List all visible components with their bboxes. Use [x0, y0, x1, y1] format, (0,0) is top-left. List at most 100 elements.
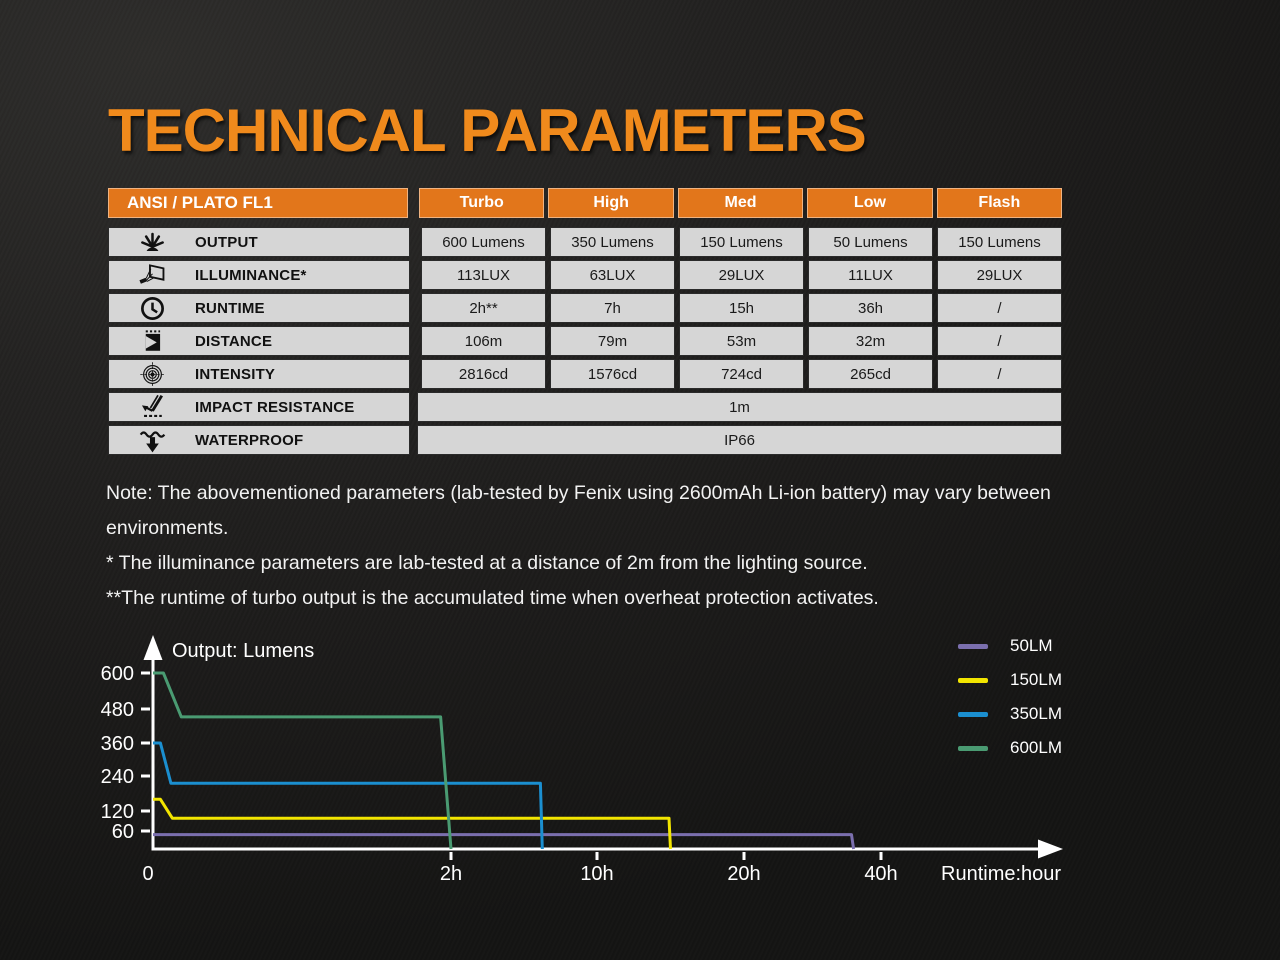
- x-axis-label: Runtime:hour: [941, 863, 1061, 885]
- row-label-cell: OUTPUT: [108, 227, 410, 257]
- chart-title: Output: Lumens: [172, 640, 314, 662]
- legend-label: 600LM: [1010, 738, 1062, 757]
- x-tick-label: 2h: [440, 863, 462, 885]
- x-tick-label: 20h: [727, 863, 760, 885]
- row-label-cell: DISTANCE: [108, 326, 410, 356]
- series-line-350lm: [153, 741, 544, 850]
- row-label: OUTPUT: [195, 233, 258, 251]
- legend-item-50lm: 50LM: [958, 634, 1062, 658]
- series-line-150lm: [153, 797, 672, 850]
- value-cell: 2816cd: [421, 359, 546, 389]
- y-tick-label: 480: [101, 699, 134, 721]
- legend-swatch: [958, 745, 988, 751]
- notes-block: Note: The abovementioned parameters (lab…: [106, 476, 1054, 616]
- value-cell: 36h: [808, 293, 933, 323]
- y-tick-label: 600: [101, 663, 134, 685]
- value-cell: 79m: [550, 326, 675, 356]
- legend-item-600lm: 600LM: [958, 736, 1062, 760]
- column-header-med: Med: [677, 188, 804, 218]
- table-body: OUTPUT 600 Lumens 350 Lumens 150 Lumens 50 L…: [108, 227, 1062, 455]
- y-tick-label: 360: [101, 733, 134, 755]
- value-cell: 600 Lumens: [421, 227, 546, 257]
- table-row-distance: DISTANCE 106m 79m 53m 32m /: [108, 326, 1062, 356]
- value-cell: 63LUX: [550, 260, 675, 290]
- series-line-50lm: [153, 833, 856, 850]
- legend-label: 150LM: [1010, 670, 1062, 689]
- table-row-illuminance: ILLUMINANCE* 113LUX 63LUX 29LUX 11LUX 29LUX: [108, 260, 1062, 290]
- value-cell-spanning: IP66: [417, 425, 1062, 455]
- table-row-waterproof: WATERPROOF IP66: [108, 425, 1062, 455]
- y-tick-label: 60: [112, 821, 134, 843]
- value-cell: /: [937, 359, 1062, 389]
- value-cell: 50 Lumens: [808, 227, 933, 257]
- note-line-illuminance: * The illuminance parameters are lab-tes…: [106, 552, 868, 574]
- y-axis-arrow: [143, 635, 163, 660]
- spec-table: ANSI / PLATO FL1 Turbo High Med Low Flash OU…: [108, 188, 1063, 458]
- value-cell: /: [937, 293, 1062, 323]
- column-header-flash: Flash: [936, 188, 1063, 218]
- value-cell: 265cd: [808, 359, 933, 389]
- y-tick-label: 240: [101, 766, 134, 788]
- value-cell: 29LUX: [679, 260, 804, 290]
- value-cell-spanning: 1m: [417, 392, 1062, 422]
- row-label: RUNTIME: [195, 299, 265, 317]
- series-line-600lm: [153, 671, 453, 850]
- waterproof-icon: [109, 427, 195, 454]
- chart-legend: 50LM 150LM 350LM 600LM: [958, 634, 1062, 770]
- value-cell: 350 Lumens: [550, 227, 675, 257]
- table-row-runtime: RUNTIME 2h** 7h 15h 36h /: [108, 293, 1062, 323]
- row-label-cell: INTENSITY: [108, 359, 410, 389]
- runtime-clock-icon: [109, 295, 195, 322]
- value-cell: 15h: [679, 293, 804, 323]
- value-cell: 53m: [679, 326, 804, 356]
- row-label-cell: RUNTIME: [108, 293, 410, 323]
- value-cell: 1576cd: [550, 359, 675, 389]
- note-line-battery: Note: The abovementioned parameters (lab…: [106, 482, 1051, 539]
- row-label-cell: WATERPROOF: [108, 425, 410, 455]
- value-cell: 11LUX: [808, 260, 933, 290]
- legend-swatch: [958, 677, 988, 683]
- column-header-low: Low: [807, 188, 933, 218]
- value-cell: 29LUX: [937, 260, 1062, 290]
- note-line-runtime: **The runtime of turbo output is the acc…: [106, 587, 879, 609]
- value-cell: 724cd: [679, 359, 804, 389]
- column-header-high: High: [548, 188, 674, 218]
- x-tick-label: 0: [142, 863, 153, 885]
- legend-swatch: [958, 643, 988, 649]
- distance-icon: [109, 328, 195, 355]
- value-cell: 106m: [421, 326, 546, 356]
- value-cell: 32m: [808, 326, 933, 356]
- impact-resistance-icon: [109, 394, 195, 421]
- value-cell: 7h: [550, 293, 675, 323]
- value-cell: 113LUX: [421, 260, 546, 290]
- row-label: ILLUMINANCE*: [195, 266, 307, 284]
- x-tick-label: 40h: [864, 863, 897, 885]
- value-cell: 150 Lumens: [679, 227, 804, 257]
- row-label: INTENSITY: [195, 365, 276, 383]
- table-header-row: ANSI / PLATO FL1 Turbo High Med Low Flash: [108, 188, 1063, 218]
- page-title: TECHNICAL PARAMETERS: [108, 97, 867, 164]
- row-label-cell: ILLUMINANCE*: [108, 260, 410, 290]
- x-axis-arrow: [1038, 839, 1063, 859]
- intensity-icon: [109, 361, 195, 388]
- table-row-output: OUTPUT 600 Lumens 350 Lumens 150 Lumens 50 L…: [108, 227, 1062, 257]
- row-label: DISTANCE: [195, 332, 273, 350]
- x-tick-label: 10h: [580, 863, 613, 885]
- value-cell: 2h**: [421, 293, 546, 323]
- y-tick-label: 120: [101, 801, 134, 823]
- column-header-standard: ANSI / PLATO FL1: [108, 188, 408, 218]
- row-label-cell: IMPACT RESISTANCE: [108, 392, 410, 422]
- table-row-impact-resistance: IMPACT RESISTANCE 1m: [108, 392, 1062, 422]
- row-label: IMPACT RESISTANCE: [195, 398, 355, 416]
- legend-item-350lm: 350LM: [958, 702, 1062, 726]
- row-label: WATERPROOF: [195, 431, 304, 449]
- illuminance-icon: [109, 262, 195, 289]
- output-burst-icon: [109, 229, 195, 256]
- legend-label: 50LM: [1010, 636, 1053, 655]
- legend-item-150lm: 150LM: [958, 668, 1062, 692]
- legend-swatch: [958, 711, 988, 717]
- value-cell: /: [937, 326, 1062, 356]
- column-header-turbo: Turbo: [419, 188, 545, 218]
- value-cell: 150 Lumens: [937, 227, 1062, 257]
- legend-label: 350LM: [1010, 704, 1062, 723]
